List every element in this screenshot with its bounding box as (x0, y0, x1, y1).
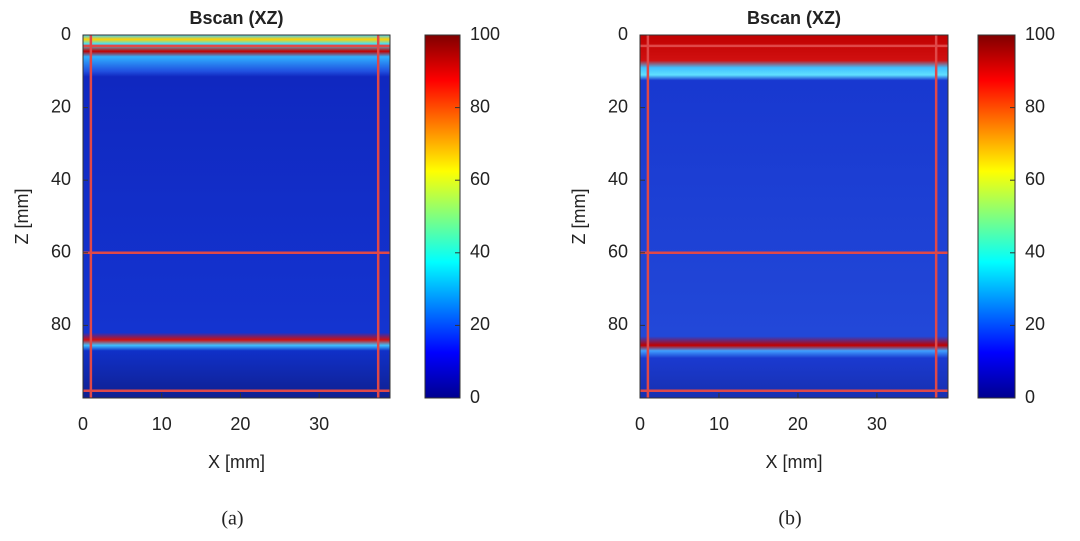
caption: (b) (778, 508, 801, 530)
x-tick-label: 30 (867, 414, 887, 434)
y-tick-label: 80 (608, 314, 628, 334)
y-tick-label: 20 (608, 96, 628, 116)
heatmap-image (83, 35, 390, 398)
y-tick-label: 0 (61, 24, 71, 44)
x-axis-label: X [mm] (208, 452, 265, 472)
axes-frame (82, 34, 391, 399)
colorbar-tick-label: 60 (470, 169, 490, 189)
colorbar-tick-label: 20 (1025, 314, 1045, 334)
y-tick-label: 60 (608, 242, 628, 262)
caption: (a) (221, 508, 243, 530)
x-tick-label: 20 (788, 414, 808, 434)
y-axis-label: Z [mm] (569, 189, 589, 245)
y-tick-label: 20 (51, 96, 71, 116)
y-tick-label: 0 (618, 24, 628, 44)
y-tick-label: 40 (51, 169, 71, 189)
y-tick-label: 40 (608, 169, 628, 189)
x-tick-label: 20 (230, 414, 250, 434)
chart-title: Bscan (XZ) (189, 8, 283, 28)
x-tick-label: 10 (152, 414, 172, 434)
chart-title: Bscan (XZ) (747, 8, 841, 28)
colorbar-tick-label: 80 (470, 96, 490, 116)
x-tick-label: 30 (309, 414, 329, 434)
colorbar (977, 34, 1016, 399)
colorbar-tick-label: 20 (470, 314, 490, 334)
colorbar-tick-label: 0 (1025, 387, 1035, 407)
heatmap-image (640, 35, 948, 398)
colorbar-tick-label: 100 (470, 24, 500, 44)
y-tick-label: 60 (51, 242, 71, 262)
x-tick-label: 0 (635, 414, 645, 434)
colorbar-tick-label: 80 (1025, 96, 1045, 116)
colorbar-tick-label: 40 (1025, 242, 1045, 262)
x-tick-label: 0 (78, 414, 88, 434)
colorbar-tick-label: 60 (1025, 169, 1045, 189)
colorbar-tick-label: 40 (470, 242, 490, 262)
colorbar-tick-label: 100 (1025, 24, 1055, 44)
colorbar-tick-label: 0 (470, 387, 480, 407)
colorbar (424, 34, 461, 399)
x-axis-label: X [mm] (766, 452, 823, 472)
y-axis-label: Z [mm] (12, 189, 32, 245)
x-tick-label: 10 (709, 414, 729, 434)
axes-frame (639, 34, 949, 399)
y-tick-label: 80 (51, 314, 71, 334)
